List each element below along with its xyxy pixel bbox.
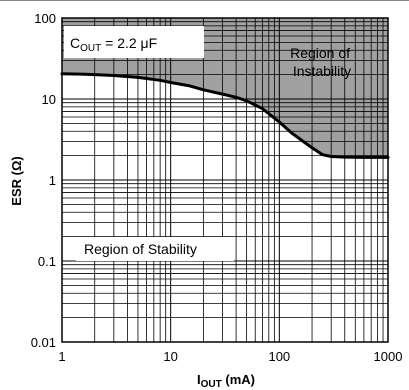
y-tick-label: 10 bbox=[42, 92, 56, 107]
esr-boundary-line bbox=[60, 72, 390, 159]
y-tick-label: 1 bbox=[49, 173, 56, 188]
annotation-box bbox=[64, 26, 204, 58]
x-tick-label: 10 bbox=[163, 349, 177, 364]
x-axis-title: IOUT (mA) bbox=[197, 372, 255, 390]
y-tick-label: 0.1 bbox=[38, 254, 56, 269]
x-tick-label: 1000 bbox=[374, 349, 403, 364]
annotation-label: COUT = 2.2 μF bbox=[70, 35, 157, 54]
y-tick-label: 0.01 bbox=[31, 335, 56, 350]
stability-label: Region of Stability bbox=[84, 241, 197, 257]
x-tick-label: 100 bbox=[268, 349, 290, 364]
plot-frame bbox=[61, 17, 389, 343]
x-tick-label: 1 bbox=[58, 349, 65, 364]
axis-ticks: 1 10 100 1000 100 10 1 0.1 0.01 bbox=[31, 11, 403, 364]
instability-label: Region of Instability bbox=[290, 45, 354, 79]
y-tick-label: 100 bbox=[34, 11, 56, 26]
y-axis-title: ESR (Ω) bbox=[9, 156, 24, 205]
stability-box bbox=[76, 237, 234, 261]
